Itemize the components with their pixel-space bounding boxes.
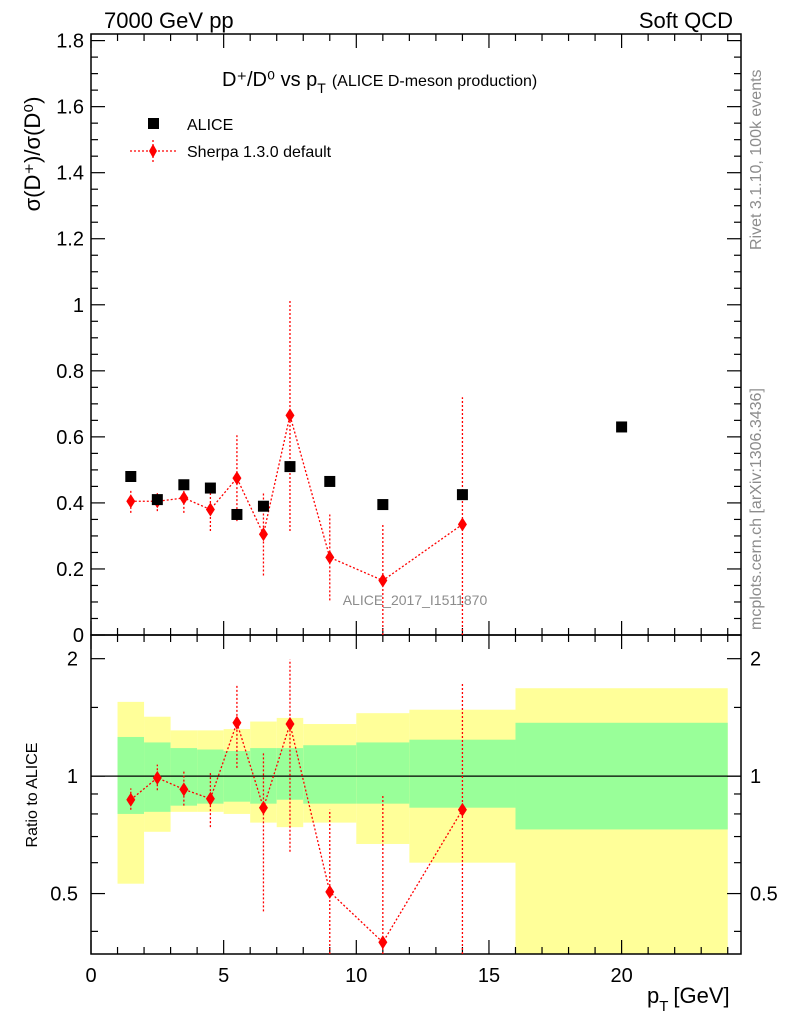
- header-left: 7000 GeV pp: [104, 8, 234, 33]
- ratio-tick-label-right: 0.5: [750, 884, 778, 906]
- ratio-mc-point: [232, 715, 242, 730]
- mc-point: [457, 517, 467, 532]
- x-axis-label-main: p: [647, 983, 659, 1008]
- ratio-mc-point: [258, 800, 268, 815]
- header-right: Soft QCD: [639, 8, 733, 33]
- ratio-y-axis-label: Ratio to ALICE: [24, 743, 41, 848]
- mc-point: [258, 527, 268, 542]
- data-point: [125, 470, 137, 482]
- data-point: [456, 489, 468, 501]
- legend-label-sherpa: Sherpa 1.3.0 default: [187, 144, 332, 161]
- ratio-mc-point: [152, 770, 162, 785]
- mc-point: [378, 573, 388, 588]
- mc-point: [126, 494, 136, 509]
- y-axis-label: σ(D⁺)/σ(D⁰): [20, 97, 45, 212]
- ratio-mc-point: [126, 792, 136, 807]
- x-axis-label: pT [GeV]: [647, 983, 730, 1015]
- mc-point: [179, 490, 189, 505]
- ratio-tick-label: 0.5: [50, 884, 78, 906]
- ratio-tick-label-right: 2: [750, 649, 761, 671]
- data-point: [178, 479, 190, 491]
- legend-marker-alice: [148, 118, 159, 129]
- band-inner-bin: [356, 742, 410, 804]
- y-tick-label: 1.6: [56, 97, 84, 119]
- ratio-mc-point: [285, 717, 295, 732]
- y-tick-label: 1.8: [56, 31, 84, 53]
- ratio-mc-line: [130, 720, 463, 944]
- y-tick-label: 0.6: [56, 427, 84, 449]
- data-point: [231, 508, 243, 520]
- x-tick-label: 5: [218, 965, 229, 987]
- chart-title-sub: T: [317, 80, 326, 96]
- watermark: ALICE_2017_I1511870: [343, 592, 488, 608]
- axis-tick-labels: 0 5 10 15 20 0 0.2 0.4 0.6 0.8 1 1.2 1.4 1.6 1.8 0.5 0.5…: [50, 31, 778, 987]
- x-tick-label: 20: [610, 965, 632, 987]
- mc-point: [285, 408, 295, 423]
- data-point: [284, 461, 296, 473]
- mcplots-label: mcplots.cern.ch [arXiv:1306.3436]: [748, 388, 765, 630]
- mc-point: [325, 550, 335, 565]
- data-point: [151, 494, 163, 506]
- y-tick-label: 0.8: [56, 361, 84, 383]
- x-tick-label: 15: [478, 965, 500, 987]
- ratio-mc-point: [325, 884, 335, 899]
- x-axis-label-unit: [GeV]: [673, 983, 729, 1008]
- mc-point: [205, 502, 215, 517]
- band-inner-bin: [303, 745, 357, 804]
- y-tick-label: 1: [73, 295, 84, 317]
- data-point: [204, 482, 216, 494]
- axis-ticks: [90, 34, 741, 954]
- ratio-tick-label: 1: [67, 766, 78, 788]
- y-tick-label: 1.2: [56, 229, 84, 251]
- data-point: [324, 475, 336, 487]
- ratio-mc-point: [179, 782, 189, 797]
- rivet-version-label: Rivet 3.1.10, 100k events: [748, 69, 765, 250]
- ratio-tick-label-right: 1: [750, 766, 761, 788]
- y-tick-label: 1.4: [56, 163, 84, 185]
- ratio-uncertainty-bands: [117, 688, 728, 954]
- mc-point: [232, 471, 242, 486]
- y-tick-label: 0: [73, 625, 84, 647]
- legend-label-alice: ALICE: [187, 117, 233, 134]
- ratio-mc-point: [457, 802, 467, 817]
- data-point: [257, 500, 269, 512]
- chart-title-main: D⁺/D⁰ vs p: [222, 69, 317, 91]
- y-tick-label: 0.2: [56, 559, 84, 581]
- ratio-mc-point: [205, 791, 215, 806]
- ratio-tick-label: 2: [67, 649, 78, 671]
- ratio-mc-point: [378, 935, 388, 950]
- legend: ALICE Sherpa 1.3.0 default: [130, 117, 332, 162]
- y-tick-label: 0.4: [56, 493, 84, 515]
- mc-series: [126, 299, 467, 954]
- chart-title: D⁺/D⁰ vs pT (ALICE D-meson production): [222, 69, 537, 96]
- x-tick-label: 10: [345, 965, 367, 987]
- chart-title-note: (ALICE D-meson production): [332, 73, 537, 90]
- data-point: [377, 499, 389, 511]
- x-tick-label: 0: [85, 965, 96, 987]
- x-axis-label-sub: T: [659, 998, 668, 1015]
- data-series: [125, 421, 628, 520]
- data-point: [616, 421, 628, 433]
- legend-marker-sherpa: [149, 144, 157, 158]
